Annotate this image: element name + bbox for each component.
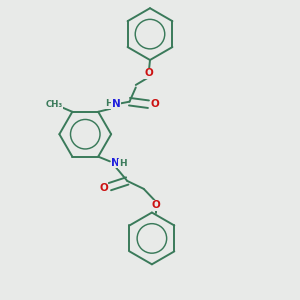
Text: O: O — [151, 200, 160, 210]
Text: H: H — [119, 159, 126, 168]
Text: O: O — [145, 68, 153, 78]
Text: CH₃: CH₃ — [46, 100, 63, 109]
Text: O: O — [99, 183, 108, 193]
Text: N: N — [112, 99, 121, 109]
Text: H: H — [105, 99, 113, 108]
Text: O: O — [151, 99, 160, 109]
Text: N: N — [111, 158, 120, 168]
